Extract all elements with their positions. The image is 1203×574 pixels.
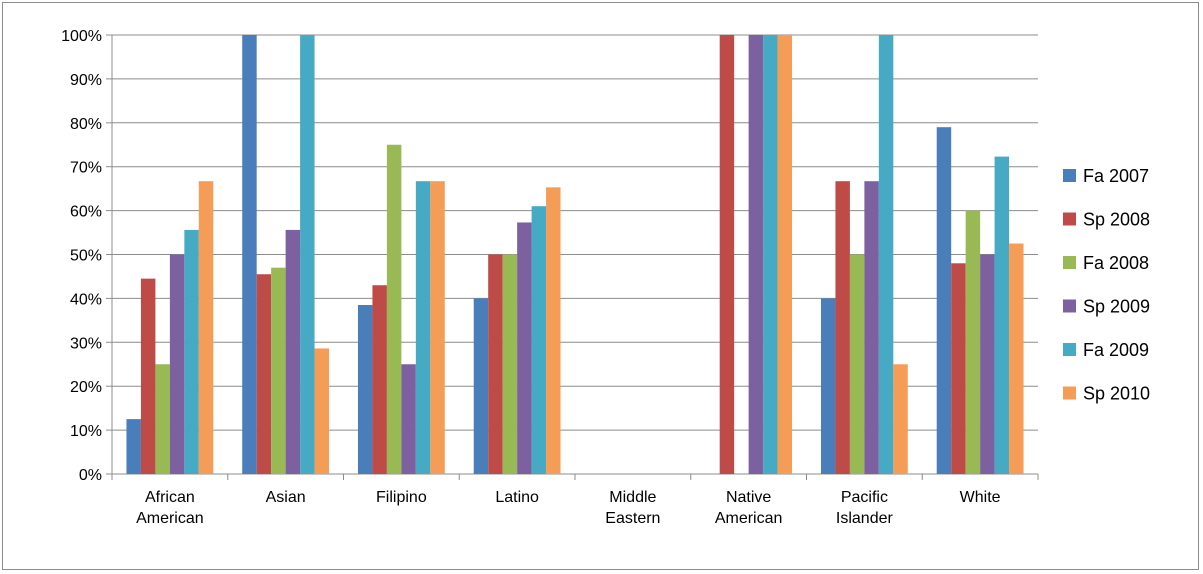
y-tick-label: 30% [70,335,102,352]
bar [893,364,908,474]
bar [372,285,387,474]
x-tick-label-line: Pacific [841,489,888,506]
bar [719,35,735,474]
x-tick-label-line: Islander [836,510,894,527]
bar [314,348,330,474]
bar [777,35,793,474]
bar [1009,243,1024,474]
x-tick-label-line: Asian [266,489,306,506]
bar [763,35,778,474]
x-tick-label: Asian [266,489,306,506]
x-tick-label: Middle Eastern [605,489,660,527]
x-tick-label-line: Native [726,489,771,506]
x-tick-label-line: White [960,489,1001,506]
bar [242,35,257,474]
x-tick-label-line: Latino [495,489,539,506]
bar [835,181,850,474]
bar [473,298,489,474]
y-tick-label: 90% [70,72,102,89]
x-tick-label-line: American [715,510,783,527]
bar [864,181,879,474]
bar [169,254,185,474]
legend-label: Sp 2009 [1083,297,1150,317]
bar [256,274,272,474]
bar [980,254,995,474]
x-tick-label-line: Middle [609,489,656,506]
bar [386,144,402,474]
y-tick-label: 60% [70,204,102,221]
legend-swatch [1063,343,1076,356]
bar [517,222,532,474]
y-tick-label: 20% [70,379,102,396]
bar [155,364,170,474]
bar [415,181,431,474]
bar [140,278,156,474]
legend-swatch [1063,169,1076,182]
legend-swatch [1063,299,1076,313]
bar [546,187,561,474]
x-tick-label: African American [136,489,204,527]
x-tick-label-line: Filipino [376,489,427,506]
y-tick-label: 70% [70,160,102,177]
y-tick-label: 40% [70,291,102,308]
x-tick-label: Native American [715,489,783,527]
legend-label: Fa 2007 [1083,166,1149,186]
x-tick-label: Filipino [376,489,427,506]
legend-swatch [1063,212,1076,226]
bar [502,254,518,474]
y-tick-label: 50% [70,248,102,265]
bar [531,206,547,474]
x-tick-label-line: American [136,510,204,527]
legend-label: Fa 2008 [1083,253,1149,273]
y-tick-label: 10% [70,423,102,440]
bar [430,181,445,474]
bar [401,364,416,474]
legend-swatch [1063,386,1076,400]
bar [300,35,315,474]
legend-swatch [1063,256,1076,269]
bar [965,210,981,474]
legend-label: Sp 2008 [1083,210,1150,230]
x-tick-label-line: Eastern [605,510,660,527]
bar [126,419,141,474]
x-tick-label: White [960,489,1001,506]
bar [184,229,199,474]
y-tick-label: 0% [79,467,102,484]
x-tick-label: Pacific Islander [836,489,894,527]
bar [994,156,1010,474]
x-tick-label: Latino [495,489,539,506]
bar [936,127,952,474]
legend-label: Sp 2010 [1083,384,1150,404]
bar [488,254,503,474]
bar [271,267,286,474]
y-tick-label: 80% [70,116,102,133]
bar [849,254,865,474]
x-tick-label-line: African [145,489,195,506]
y-tick-label: 100% [61,28,102,45]
bar [198,181,214,474]
bar [878,35,894,474]
legend-label: Fa 2009 [1083,340,1149,360]
bar [820,298,836,474]
bar [748,35,764,474]
bar [357,304,373,474]
bar [951,263,966,474]
bar [285,229,301,474]
